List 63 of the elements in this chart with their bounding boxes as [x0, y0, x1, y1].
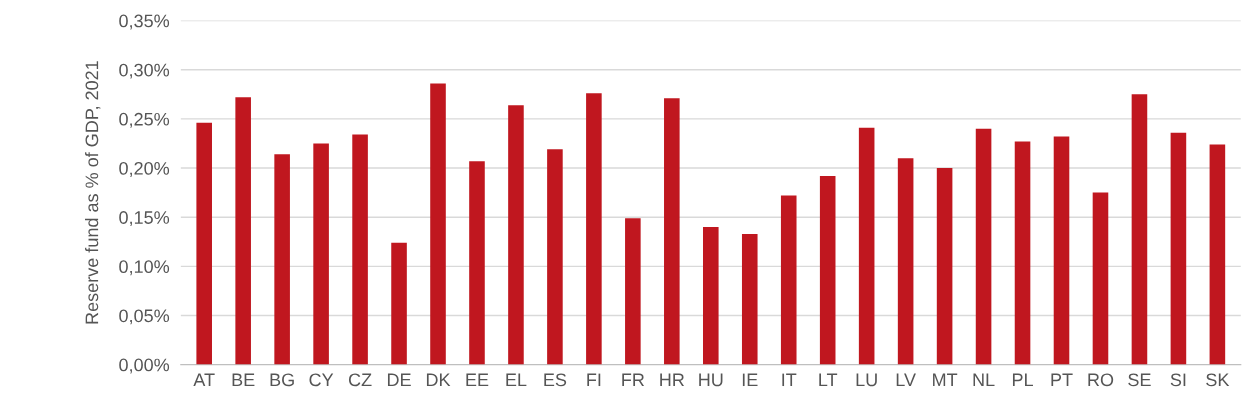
- x-tick-label: ES: [544, 373, 567, 387]
- x-tick-label: EL: [506, 373, 527, 387]
- bar: [469, 161, 485, 365]
- bar: [508, 105, 524, 365]
- bar: [858, 127, 875, 365]
- x-tick-label: PT: [1051, 373, 1073, 387]
- bar: [1209, 144, 1226, 365]
- x-tick-label: EE: [466, 373, 489, 387]
- bar: [975, 128, 992, 365]
- bar: [1131, 94, 1148, 365]
- x-tick-label: BE: [232, 373, 255, 387]
- x-tick-label: SE: [1128, 373, 1151, 387]
- bar: [897, 158, 914, 365]
- x-tick-label: BG: [270, 373, 294, 387]
- x-tick-label: IE: [742, 373, 758, 387]
- x-tick-label: PL: [1012, 373, 1033, 387]
- bar: [547, 149, 563, 365]
- x-tick-label: DK: [426, 373, 451, 387]
- y-tick-label: 0,25%: [119, 112, 170, 128]
- y-tick-label: 0,30%: [119, 63, 170, 79]
- x-tick-label: CZ: [348, 373, 372, 387]
- x-tick-label: SK: [1206, 373, 1230, 387]
- x-tick-label: HU: [699, 373, 723, 387]
- y-tick-label: 0,05%: [119, 309, 170, 325]
- x-tick-label: RO: [1088, 373, 1114, 387]
- bar: [664, 98, 680, 365]
- bar: [196, 122, 212, 365]
- x-tick-label: HR: [660, 373, 685, 387]
- x-tick-label: FR: [622, 373, 645, 387]
- bar: [1053, 136, 1070, 365]
- bar: [741, 233, 758, 365]
- x-tick-label: LV: [896, 373, 916, 387]
- y-axis-title: Reserve fund as % of GDP, 2021: [85, 61, 101, 324]
- x-tick-label: CY: [309, 373, 334, 387]
- bar: [391, 242, 407, 365]
- x-tick-label: NL: [973, 373, 995, 387]
- x-tick-label: LT: [819, 373, 838, 387]
- x-tick-label: MT: [933, 373, 958, 387]
- bar: [703, 227, 719, 365]
- x-tick-label: AT: [193, 373, 215, 387]
- y-tick-label: 0,35%: [119, 14, 170, 30]
- bar: [625, 218, 641, 365]
- bar: [313, 143, 329, 365]
- bar: [1014, 141, 1031, 365]
- y-tick-label: 0,20%: [119, 161, 170, 177]
- x-tick-label: IT: [782, 373, 797, 387]
- x-tick-label: LU: [856, 373, 877, 387]
- bar: [430, 83, 446, 365]
- y-tick-label: 0,10%: [119, 260, 170, 276]
- bar: [274, 154, 290, 365]
- bar: [235, 97, 251, 365]
- x-tick-label: FI: [587, 373, 601, 387]
- bar: [1170, 132, 1187, 365]
- bar: [936, 168, 953, 365]
- y-tick-label: 0,00%: [119, 358, 170, 374]
- bar: [780, 195, 797, 365]
- bar: [352, 134, 368, 365]
- bar: [819, 175, 836, 365]
- x-tick-label: DE: [387, 373, 411, 387]
- x-tick-label: SI: [1170, 373, 1186, 387]
- y-tick-label: 0,15%: [119, 211, 170, 227]
- bar: [1092, 192, 1109, 365]
- bar: [586, 93, 602, 365]
